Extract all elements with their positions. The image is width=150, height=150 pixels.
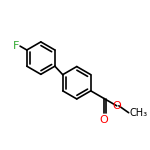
Text: CH₃: CH₃ <box>129 108 147 118</box>
Text: O: O <box>100 115 108 124</box>
Text: F: F <box>13 41 19 51</box>
Text: O: O <box>112 101 121 111</box>
